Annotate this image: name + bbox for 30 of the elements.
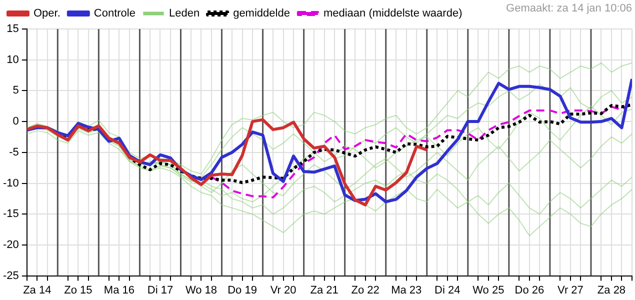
x-tick-label: Za 14 bbox=[23, 284, 52, 296]
x-tick-label: Do 26 bbox=[514, 284, 544, 296]
x-tick-label: Za 28 bbox=[597, 284, 626, 296]
x-tick-label: Ma 23 bbox=[391, 284, 422, 296]
x-tick-label: Za 21 bbox=[310, 284, 338, 296]
x-tick-label: Ma 16 bbox=[104, 284, 134, 296]
y-tick-label: 0 bbox=[12, 116, 19, 128]
x-tick-label: Do 19 bbox=[228, 284, 257, 296]
legend-label: Oper. bbox=[34, 8, 60, 20]
x-tick-label: Vr 27 bbox=[558, 284, 584, 296]
y-tick-label: 15 bbox=[6, 23, 19, 36]
legend-label: Controle bbox=[94, 8, 136, 20]
text: Gemaakt: za 14 jan 10:06 bbox=[506, 2, 632, 15]
y-tick-label: -5 bbox=[9, 146, 19, 158]
y-tick-label: -15 bbox=[2, 208, 19, 220]
y-tick-label: -25 bbox=[2, 270, 19, 282]
legend-label: Leden bbox=[168, 8, 200, 20]
x-tick-label: Wo 25 bbox=[472, 284, 504, 296]
x-tick-label: Zo 15 bbox=[64, 284, 92, 296]
legend-label: gemiddelde bbox=[233, 8, 290, 20]
x-tick-label: Zo 22 bbox=[351, 284, 380, 296]
y-tick-label: 10 bbox=[6, 54, 19, 66]
y-tick-label: -20 bbox=[2, 238, 19, 251]
y-tick-label: 5 bbox=[12, 84, 19, 97]
legend-label: mediaan (middelste waarde) bbox=[323, 8, 462, 20]
x-tick-label: Wo 18 bbox=[185, 284, 218, 296]
x-tick-label: Di 17 bbox=[147, 284, 174, 296]
x-tick-label: Di 24 bbox=[434, 284, 460, 296]
y-tick-label: -10 bbox=[2, 177, 19, 190]
x-tick-label: Vr 20 bbox=[270, 284, 296, 296]
